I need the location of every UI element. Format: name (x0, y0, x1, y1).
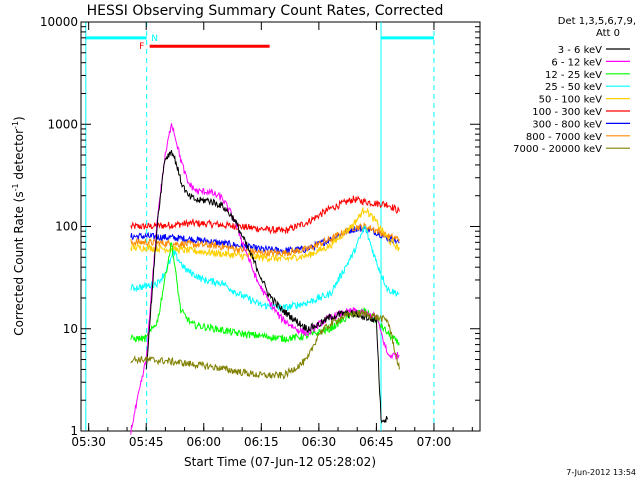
x-axis: 05:30 05:45 06:00 06:15 06:30 06:45 07:00 (71, 22, 473, 449)
y-tick-label-3: 1000 (47, 117, 78, 131)
timestamp: 7-Jun-2012 13:54 (566, 468, 636, 477)
series-line-0 (130, 195, 400, 235)
legend-label-7: 800 - 7000 keV (526, 132, 602, 143)
chart-title: HESSI Observing Summary Count Rates, Cor… (87, 3, 444, 19)
legend-label-8: 7000 - 20000 keV (513, 144, 602, 155)
legend-header-line1: Det 1,3,5,6,7,9, (558, 16, 636, 27)
x-tick-label-3: 06:15 (244, 435, 279, 449)
y-axis: 1 10 100 1000 10000 (40, 15, 480, 438)
y-tick-label-2: 100 (55, 220, 78, 234)
y-axis-label-sup2: -1 (11, 121, 20, 129)
x-tick-label-1: 05:45 (129, 435, 164, 449)
bar-label-N: N (151, 34, 158, 44)
x-tick-label-0: 05:30 (71, 435, 106, 449)
series-line-3 (130, 206, 400, 263)
x-tick-label-5: 06:45 (359, 435, 394, 449)
legend-label-6: 300 - 800 keV (532, 119, 602, 130)
x-tick-label-6: 07:00 (417, 435, 452, 449)
y-axis-label-mid: detector (12, 129, 26, 184)
legend-label-2: 12 - 25 keV (545, 70, 602, 81)
series-line-8 (130, 310, 400, 380)
series-line-5 (130, 242, 400, 346)
y-tick-label-1: 10 (63, 322, 78, 336)
y-tick-label-0: 1 (70, 424, 78, 438)
obs-bars: NF (85, 34, 434, 52)
legend-label-3: 25 - 50 keV (545, 82, 602, 93)
series-line-2 (130, 221, 400, 258)
y-axis-label-end: ) (12, 116, 26, 121)
y-tick-label-4: 10000 (40, 15, 78, 29)
series-line-1 (130, 224, 400, 256)
x-tick-label-4: 06:30 (302, 435, 337, 449)
y-axis-label-main: Corrected Count Rate (s (12, 191, 26, 335)
legend-label-4: 50 - 100 keV (539, 95, 603, 106)
bar-label-F: F (139, 42, 144, 52)
series-line-7 (145, 150, 389, 424)
x-axis-label: Start Time (07-Jun-12 05:28:02) (184, 455, 376, 469)
legend-label-5: 100 - 300 keV (532, 107, 602, 118)
legend-label-1: 6 - 12 keV (551, 57, 602, 68)
series-layer (130, 123, 400, 435)
legend-label-0: 3 - 6 keV (558, 45, 602, 56)
series-line-4 (130, 225, 400, 312)
y-axis-label: Corrected Count Rate (s-1 detector-1) (11, 116, 26, 335)
x-tick-label-2: 06:00 (186, 435, 221, 449)
y-axis-label-sup1: -1 (11, 183, 20, 191)
legend-header-line2: Att 0 (596, 28, 620, 39)
series-line-6 (130, 123, 400, 435)
